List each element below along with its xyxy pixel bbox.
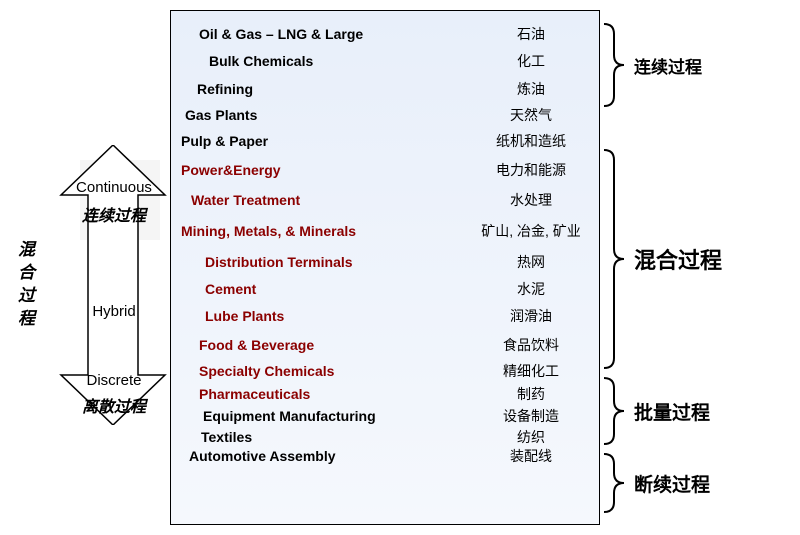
industry-en-label: Specialty Chemicals	[181, 364, 471, 378]
industry-cn-label: 装配线	[471, 449, 591, 463]
industry-row: Bulk Chemicals化工	[181, 47, 591, 75]
vertical-axis-label: 混合过程	[12, 240, 37, 332]
industry-en-label: Textiles	[181, 430, 471, 444]
curly-bracket-icon	[602, 452, 628, 514]
industry-en-label: Equipment Manufacturing	[181, 409, 471, 423]
industry-row: Lube Plants润滑油	[181, 301, 591, 331]
industry-en-label: Pulp & Paper	[181, 134, 471, 148]
bracket-label: 批量过程	[634, 398, 710, 425]
bracket-group: 连续过程	[602, 22, 702, 108]
industry-row: Pulp & Paper纸机和造纸	[181, 127, 591, 155]
industry-table: Oil & Gas – LNG & Large石油Bulk Chemicals化…	[170, 10, 600, 525]
industry-en-label: Food & Beverage	[181, 338, 471, 352]
industry-en-label: Distribution Terminals	[181, 255, 471, 269]
bracket-label: 混合过程	[634, 243, 722, 275]
industry-en-label: Pharmaceuticals	[181, 387, 471, 401]
industry-cn-label: 电力和能源	[471, 163, 591, 177]
industry-row: Pharmaceuticals制药	[181, 383, 591, 405]
industry-cn-label: 热网	[471, 255, 591, 269]
left-axis-column: 混合过程 Continuous 连续过程 Hybrid Discrete 离散过…	[10, 10, 170, 525]
industry-cn-label: 设备制造	[471, 409, 591, 423]
industry-en-label: Cement	[181, 282, 471, 296]
industry-row: Gas Plants天然气	[181, 103, 591, 127]
discrete-label-cn: 离散过程	[64, 393, 164, 417]
industry-cn-label: 水处理	[471, 193, 591, 207]
industry-row: Refining炼油	[181, 75, 591, 103]
industry-en-label: Bulk Chemicals	[181, 54, 471, 68]
industry-cn-label: 食品饮料	[471, 338, 591, 352]
industry-cn-label: 化工	[471, 54, 591, 68]
bracket-group: 批量过程	[602, 376, 710, 446]
industry-row: Food & Beverage食品饮料	[181, 331, 591, 359]
bracket-label: 断续过程	[634, 470, 710, 497]
curly-bracket-icon	[602, 148, 628, 370]
industry-en-label: Gas Plants	[181, 108, 471, 122]
industry-cn-label: 纺织	[471, 430, 591, 444]
industry-row: Power&Energy电力和能源	[181, 155, 591, 185]
industry-cn-label: 精细化工	[471, 364, 591, 378]
industry-cn-label: 润滑油	[471, 309, 591, 323]
hybrid-label-en: Hybrid	[64, 303, 164, 320]
industry-en-label: Oil & Gas – LNG & Large	[181, 27, 471, 41]
industry-row: Water Treatment水处理	[181, 185, 591, 215]
curly-bracket-icon	[602, 22, 628, 108]
industry-en-label: Power&Energy	[181, 163, 471, 177]
industry-row: Automotive Assembly装配线	[181, 447, 591, 465]
continuous-label-cn: 连续过程	[64, 202, 164, 226]
discrete-label-en: Discrete	[64, 372, 164, 389]
bracket-group: 混合过程	[602, 148, 722, 370]
industry-row: Textiles纺织	[181, 427, 591, 447]
industry-en-label: Lube Plants	[181, 309, 471, 323]
industry-cn-label: 纸机和造纸	[471, 134, 591, 148]
industry-row: Cement水泥	[181, 277, 591, 301]
industry-row: Oil & Gas – LNG & Large石油	[181, 21, 591, 47]
industry-en-label: Mining, Metals, & Minerals	[181, 224, 471, 238]
industry-row: Equipment Manufacturing设备制造	[181, 405, 591, 427]
bracket-group: 断续过程	[602, 452, 710, 514]
industry-cn-label: 炼油	[471, 82, 591, 96]
industry-row: Distribution Terminals热网	[181, 247, 591, 277]
industry-cn-label: 水泥	[471, 282, 591, 296]
industry-row: Specialty Chemicals精细化工	[181, 359, 591, 383]
industry-en-label: Water Treatment	[181, 193, 471, 207]
industry-cn-label: 石油	[471, 27, 591, 41]
industry-en-label: Refining	[181, 82, 471, 96]
bracket-label: 连续过程	[634, 53, 702, 78]
industry-row: Mining, Metals, & Minerals矿山, 冶金, 矿业	[181, 215, 591, 247]
continuous-label-en: Continuous	[64, 179, 164, 196]
industry-cn-label: 矿山, 冶金, 矿业	[471, 224, 591, 238]
curly-bracket-icon	[602, 376, 628, 446]
industry-cn-label: 天然气	[471, 108, 591, 122]
category-brackets-column: 连续过程混合过程批量过程断续过程	[600, 10, 790, 525]
industry-en-label: Automotive Assembly	[181, 449, 471, 463]
industry-cn-label: 制药	[471, 387, 591, 401]
